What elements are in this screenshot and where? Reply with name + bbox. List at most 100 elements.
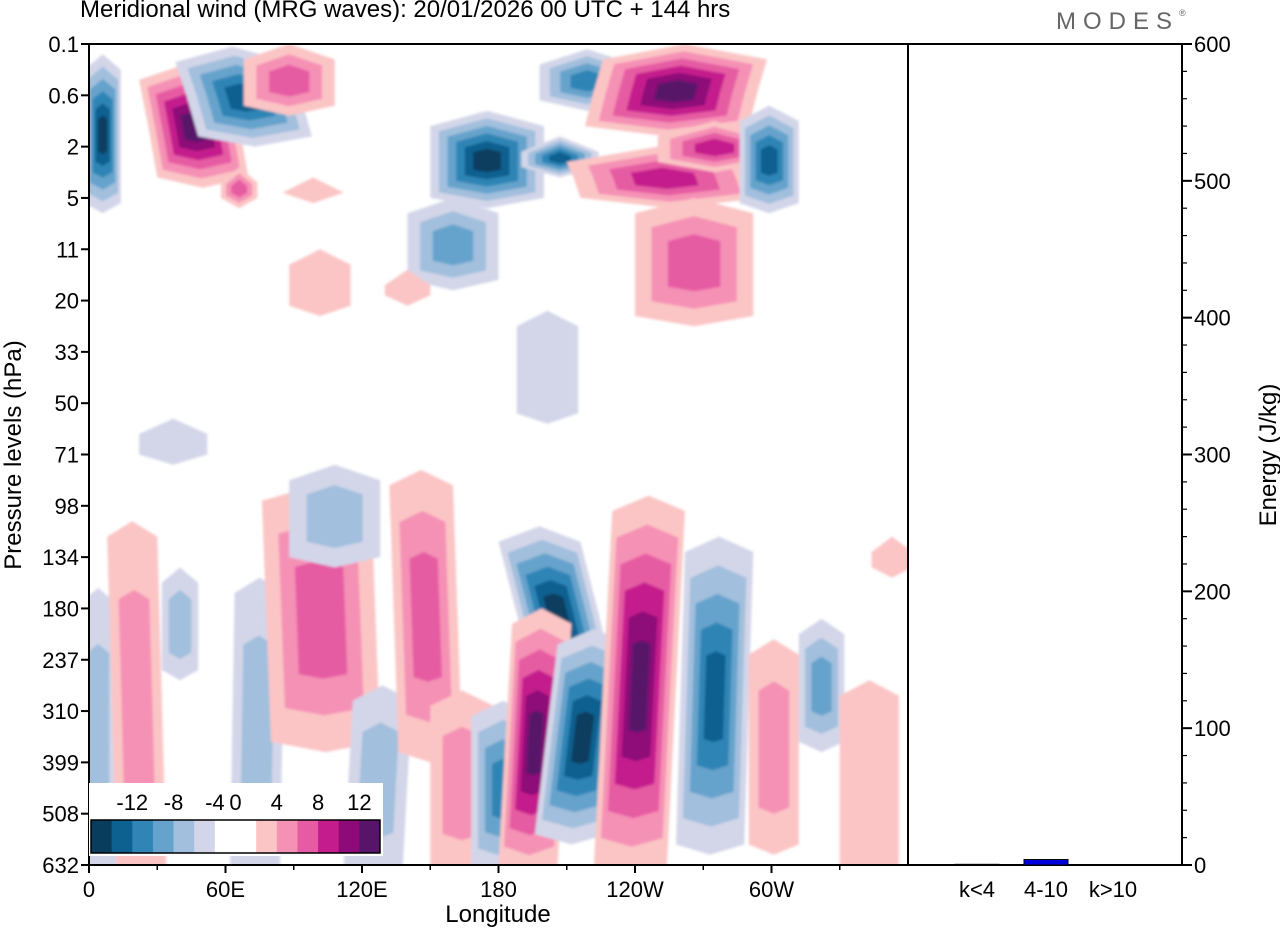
energy-tick-label: 0 — [1194, 853, 1206, 878]
y-tick-label: 134 — [42, 545, 79, 570]
logo-registered-mark: ® — [1179, 8, 1186, 18]
y-tick-label: 98 — [55, 494, 79, 519]
colorbar-swatch — [318, 820, 340, 853]
negative-wind-area — [89, 643, 110, 821]
colorbar-swatch — [194, 820, 216, 853]
colorbar-swatch — [91, 820, 113, 853]
y-tick-label: 237 — [42, 648, 79, 673]
positive-wind-area — [289, 249, 351, 316]
colorbar-swatch — [235, 820, 257, 853]
colorbar-tick-label: 8 — [312, 790, 324, 815]
x-tick-label: 120W — [606, 877, 664, 902]
colorbar-tick-label: 4 — [271, 790, 283, 815]
energy-categories: k<4 4-10 k>10 — [959, 877, 1137, 902]
colorbar-swatch — [256, 820, 278, 853]
longitude-axis: 0 60E 120E 180 120W 60W — [83, 865, 841, 902]
y-tick-label: 180 — [42, 596, 79, 621]
energy-panel-frame — [907, 43, 1183, 866]
y-tick-label: 71 — [55, 443, 79, 468]
colorbar-swatch — [111, 820, 133, 853]
y-tick-label: 2 — [67, 135, 79, 160]
chart-title: Meridional wind (MRG waves): 20/01/2026 … — [80, 0, 731, 23]
positive-wind-area — [409, 551, 442, 682]
positive-wind-area — [526, 710, 544, 776]
y-tick-label: 0.1 — [48, 32, 79, 57]
colorbar-tick-label: -12 — [116, 790, 148, 815]
negative-wind-area — [98, 115, 108, 154]
colorbar-swatch — [276, 820, 298, 853]
contour-layer — [89, 44, 908, 865]
energy-tick-label: 300 — [1194, 443, 1231, 468]
negative-wind-area — [571, 711, 595, 764]
y-axis-label: Pressure levels (hPa) — [0, 340, 27, 569]
pressure-axis: 0.1 0.6 2 5 11 20 33 50 71 98 134 180 237 310 399 508 63… — [42, 32, 89, 878]
energy-tick-label: 400 — [1194, 306, 1231, 331]
y-tick-label: 508 — [42, 802, 79, 827]
energy-category-label: k>10 — [1089, 877, 1137, 902]
energy-category-label: 4-10 — [1024, 877, 1068, 902]
colorbar-frame — [90, 819, 381, 854]
heatmap-field — [89, 44, 908, 865]
negative-wind-area — [811, 656, 832, 716]
colorbar: -12 -8 -4 0 4 8 12 — [89, 783, 383, 856]
negative-wind-area — [703, 651, 726, 742]
negative-wind-area — [168, 589, 192, 660]
negative-wind-area — [548, 151, 571, 164]
positive-wind-area — [118, 589, 155, 808]
colorbar-swatch — [132, 820, 154, 853]
positive-wind-area — [871, 536, 908, 578]
y-tick-label: 0.6 — [48, 83, 79, 108]
x-tick-label: 60W — [749, 877, 794, 902]
energy-tick-label: 600 — [1194, 32, 1231, 57]
energy-axis-label: Energy (J/kg) — [1255, 384, 1280, 527]
positive-wind-area — [294, 560, 348, 679]
positive-wind-area — [231, 179, 248, 198]
y-tick-label: 11 — [56, 237, 79, 262]
energy-tick-label: 200 — [1194, 579, 1231, 604]
positive-wind-area — [653, 80, 698, 103]
colorbar-tick-label: -8 — [164, 790, 184, 815]
colorbar-swatch — [173, 820, 195, 853]
positive-wind-area — [694, 138, 735, 157]
negative-wind-area — [516, 310, 579, 424]
positive-wind-area — [839, 680, 899, 865]
colorbar-swatch — [359, 820, 381, 853]
negative-wind-area — [240, 635, 275, 819]
energy-axis: 0 100 200 300 400 500 600 — [1182, 32, 1231, 878]
negative-wind-area — [432, 224, 474, 266]
modes-logo: MODES® — [1056, 8, 1186, 36]
positive-wind-area — [269, 64, 310, 97]
negative-wind-area — [760, 145, 778, 176]
energy-bars — [954, 859, 1136, 866]
energy-bar — [1023, 859, 1069, 866]
x-tick-label: 120E — [336, 877, 387, 902]
colorbar-swatch — [297, 820, 319, 853]
y-tick-label: 20 — [55, 289, 79, 314]
y-tick-label: 310 — [42, 699, 79, 724]
negative-wind-area — [306, 485, 363, 549]
positive-wind-area — [667, 234, 721, 292]
colorbar-tick-label: -4 — [205, 790, 225, 815]
y-tick-label: 632 — [42, 853, 79, 878]
positive-wind-area — [628, 640, 651, 733]
negative-wind-area — [139, 418, 208, 465]
x-tick-label: 180 — [480, 877, 517, 902]
y-tick-label: 33 — [55, 340, 79, 365]
x-tick-label: 60E — [206, 877, 245, 902]
colorbar-swatch — [152, 820, 174, 853]
logo-text: MODES — [1056, 8, 1180, 35]
energy-category-label: k<4 — [959, 877, 995, 902]
positive-wind-area — [758, 681, 790, 814]
x-axis-label: Longitude — [445, 901, 550, 928]
colorbar-swatch — [338, 820, 360, 853]
energy-tick-label: 100 — [1194, 716, 1231, 741]
energy-bar — [954, 863, 1000, 866]
positive-wind-area — [282, 177, 344, 204]
energy-bar — [1090, 864, 1136, 866]
positive-wind-area — [630, 167, 699, 189]
colorbar-swatch — [214, 820, 236, 853]
colorbar-tick-label: 12 — [347, 790, 371, 815]
energy-tick-label: 500 — [1194, 169, 1231, 194]
y-tick-label: 5 — [67, 186, 79, 211]
